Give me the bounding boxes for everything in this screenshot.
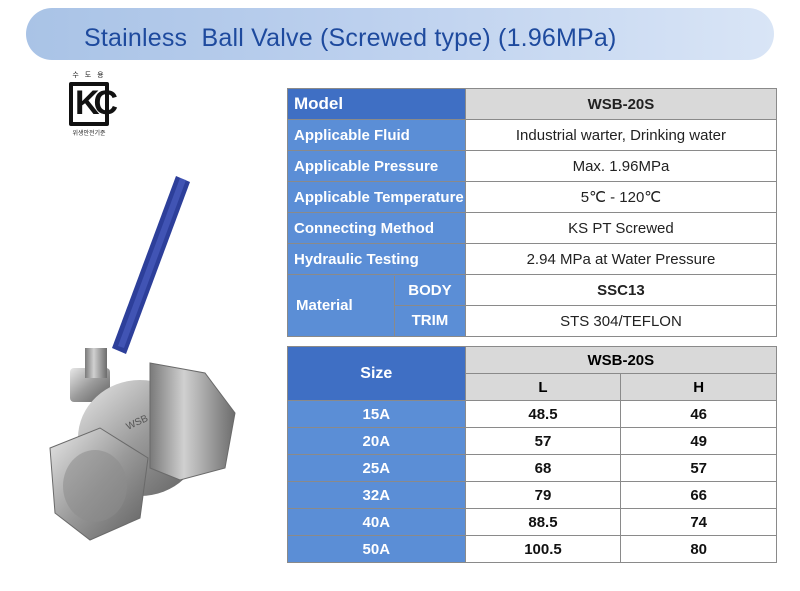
size-header-model: WSB-20S: [464, 346, 778, 374]
size-cell: 40A: [287, 508, 466, 536]
l-cell: 48.5: [464, 400, 622, 428]
spec-label-body: BODY: [395, 276, 465, 306]
spec-label-connecting: Connecting Method: [287, 212, 466, 244]
spec-value-fluid: Industrial warter, Drinking water: [464, 119, 778, 151]
spec-label-pressure: Applicable Pressure: [287, 150, 466, 182]
kc-certification-mark: 수 도 용 KC 위생안전기준: [64, 70, 118, 137]
spec-value-model: WSB-20S: [464, 88, 778, 120]
size-cell: 15A: [287, 400, 466, 428]
spec-value-hydraulic: 2.94 MPa at Water Pressure: [464, 243, 778, 275]
size-header-label: Size: [287, 346, 466, 401]
kc-bottom-text: 위생안전기준: [72, 131, 106, 137]
h-cell: 57: [620, 454, 777, 482]
h-cell: 80: [620, 535, 777, 563]
h-cell: 46: [620, 400, 777, 428]
spec-value-connecting: KS PT Screwed: [464, 212, 778, 244]
ball-valve-image: WSB: [49, 176, 236, 541]
size-cell: 25A: [287, 454, 466, 482]
l-cell: 100.5: [464, 535, 622, 563]
size-cell: 20A: [287, 427, 466, 455]
title-banner: Stainless Ball Valve (Screwed type) (1.9…: [26, 8, 774, 60]
l-cell: 57: [464, 427, 622, 455]
h-cell: 49: [620, 427, 777, 455]
spec-label-model: Model: [287, 88, 466, 120]
table-row: 20A 57 49: [287, 427, 777, 455]
spec-label-trim: TRIM: [411, 312, 449, 330]
spec-label-hydraulic: Hydraulic Testing: [287, 243, 466, 275]
l-cell: 68: [464, 454, 622, 482]
spec-label-fluid: Applicable Fluid: [287, 119, 466, 151]
table-row: 50A 100.5 80: [287, 535, 777, 563]
size-header-l: L: [464, 373, 622, 401]
spec-value-body: SSC13: [464, 274, 778, 306]
size-table: Size WSB-20S L H 15A 48.5 46 20A 57 49 2…: [287, 346, 778, 563]
l-cell: 79: [464, 481, 622, 509]
kc-top-text: 수 도 용: [72, 72, 106, 79]
size-cell: 50A: [287, 535, 466, 563]
l-cell: 88.5: [464, 508, 622, 536]
spec-table: Model WSB-20S Applicable Fluid Industria…: [287, 88, 778, 337]
spec-label-temperature: Applicable Temperature: [287, 181, 466, 213]
h-cell: 66: [620, 481, 777, 509]
size-header-h: H: [620, 373, 777, 401]
spec-label-material: Material: [296, 297, 353, 314]
h-cell: 74: [620, 508, 777, 536]
table-row: 40A 88.5 74: [287, 508, 777, 536]
spec-value-temperature: 5℃ - 120℃: [464, 181, 778, 213]
kc-logo-icon: KC: [69, 82, 118, 126]
size-cell: 32A: [287, 481, 466, 509]
spec-value-pressure: Max. 1.96MPa: [464, 150, 778, 182]
page-title: Stainless Ball Valve (Screwed type) (1.9…: [84, 24, 617, 52]
table-row: 32A 79 66: [287, 481, 777, 509]
table-row: 25A 68 57: [287, 454, 777, 482]
table-row: 15A 48.5 46: [287, 400, 777, 428]
spec-value-trim: STS 304/TEFLON: [464, 305, 778, 337]
